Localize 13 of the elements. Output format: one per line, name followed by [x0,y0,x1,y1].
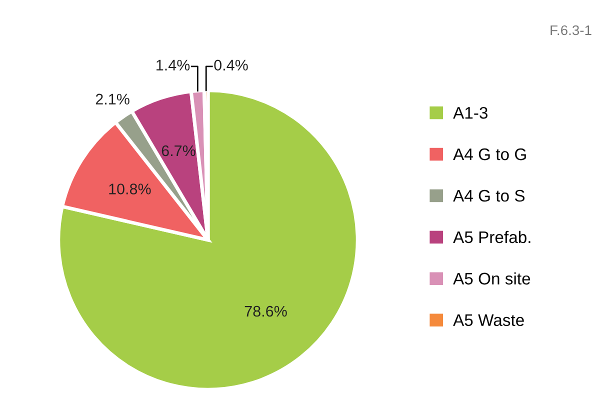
data-label: 1.4% [156,60,190,71]
legend-label: A5 On site [453,272,530,285]
legend-label: A5 Prefab. [453,230,530,244]
legend-label: A5 Waste [453,314,524,326]
data-label: 10.8% [109,184,151,194]
data-label: 6.7% [162,145,196,156]
data-label: 0.4% [214,60,248,71]
text: F.6.3-1 [550,25,592,36]
legend-label: A1-3 [453,106,488,119]
data-label: 78.6% [244,306,287,317]
legend-label: A4 G to G [453,148,526,160]
data-label: 2.1% [96,94,130,105]
legend-label: A4 G to S [453,190,525,202]
